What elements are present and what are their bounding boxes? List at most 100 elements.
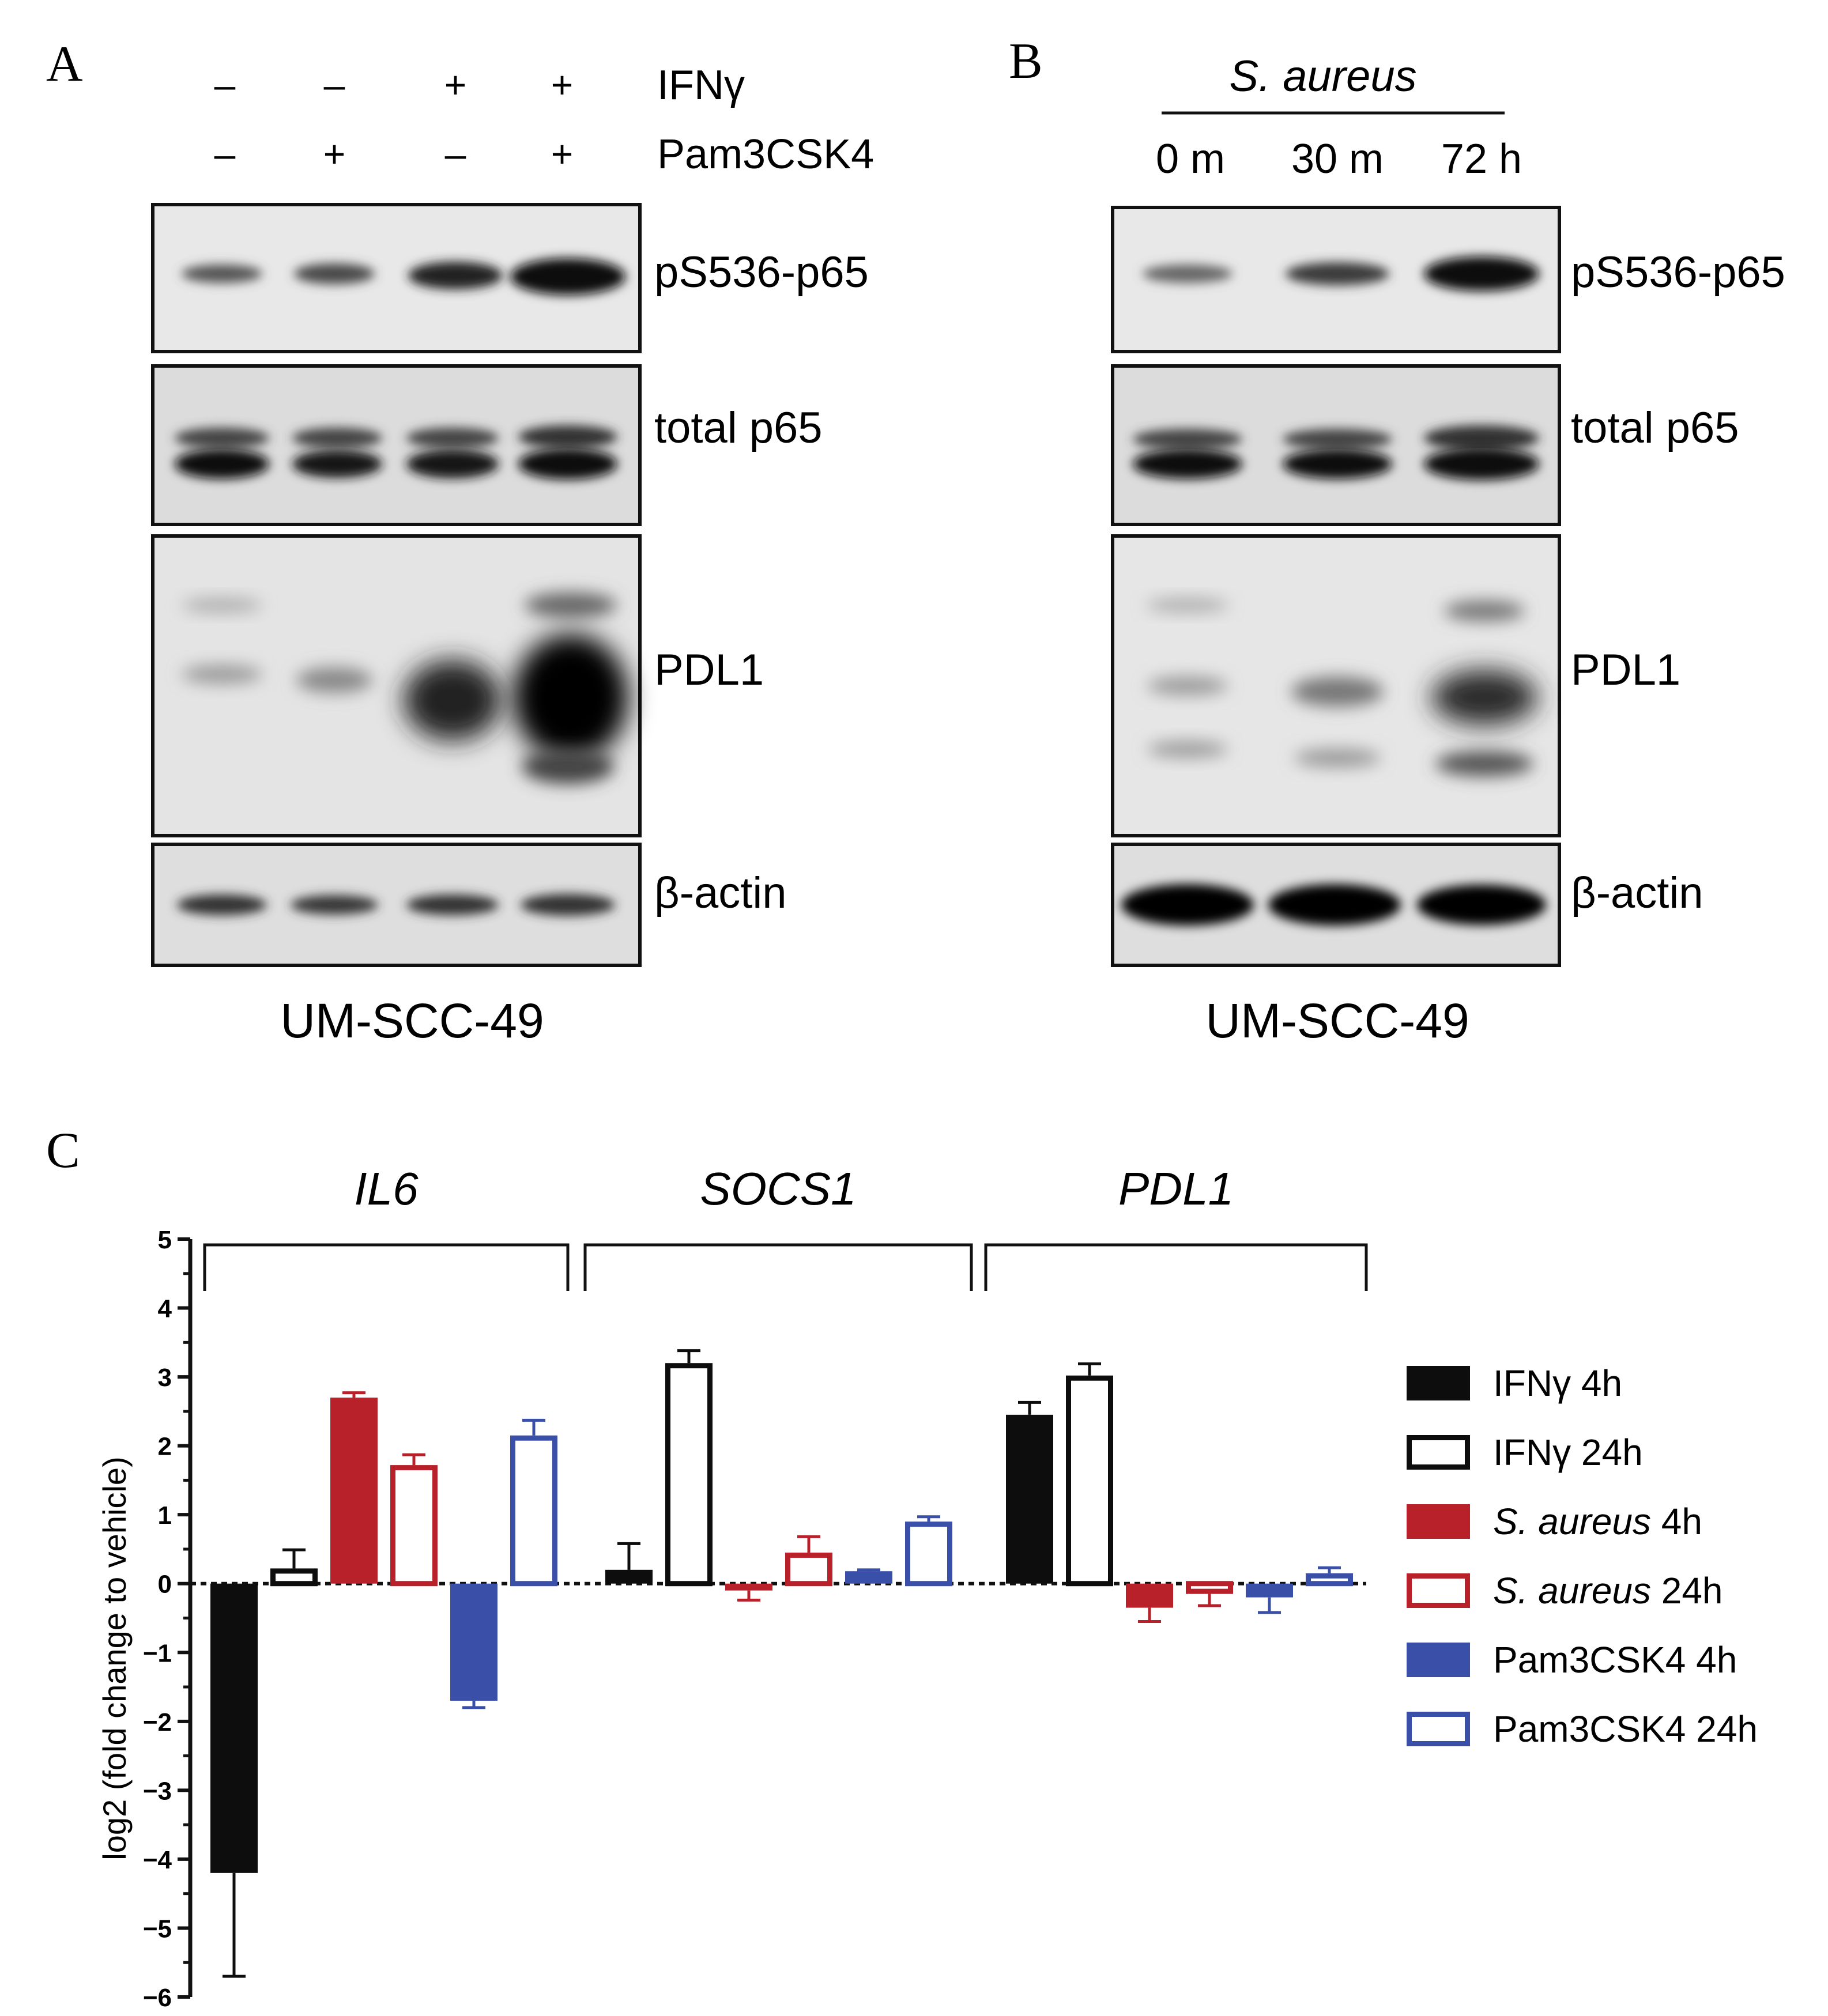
bar: [785, 1552, 832, 1587]
y-tick-label: 2: [158, 1433, 172, 1461]
group-bracket: [984, 1243, 1368, 1291]
legend-label-main: S. aureus: [1493, 1501, 1651, 1542]
bar: [390, 1465, 438, 1587]
blot-b-label-beta-actin: β-actin: [1571, 869, 1703, 918]
timepoint-30m: 30 m: [1291, 136, 1384, 182]
bar-chart: 5 4 3 2 1 0 −1 −2 −3 −4 −5 −6 log2 (fold change to v…: [96, 1163, 1758, 2012]
y-tick-label: −5: [143, 1915, 172, 1943]
legend-swatch: [1407, 1712, 1470, 1746]
blot-b-total-p65: [1111, 364, 1561, 526]
y-tick-label: 3: [158, 1364, 172, 1392]
blot-a-label-total-p65: total p65: [654, 403, 823, 452]
y-tick-label: 5: [158, 1226, 172, 1254]
cell-line-a: UM-SCC-49: [280, 994, 544, 1048]
legend-label: Pam3CSK4 4h: [1493, 1639, 1737, 1681]
bar: [450, 1583, 497, 1701]
panel-a-letter: A: [46, 36, 83, 92]
y-tick-label: 4: [158, 1295, 172, 1323]
sign-pam-lane2: +: [323, 133, 346, 175]
y-tick-label: −2: [143, 1708, 172, 1736]
legend-label-main: Pam3CSK4: [1493, 1708, 1686, 1750]
blot-b-label-ps536: pS536-p65: [1571, 248, 1785, 297]
bar: [725, 1583, 772, 1591]
gene-label: SOCS1: [700, 1163, 856, 1214]
bar: [1246, 1583, 1293, 1598]
sign-pam-lane1: –: [214, 133, 236, 175]
legend-label-main: S. aureus: [1493, 1570, 1651, 1611]
sign-pam-lane4: +: [551, 133, 574, 175]
treatment-label-ifng: IFNγ: [657, 62, 745, 108]
timepoint-72h: 72 h: [1441, 136, 1522, 182]
cell-line-b: UM-SCC-49: [1205, 994, 1469, 1048]
legend-label: S. aureus 24h: [1493, 1570, 1723, 1611]
group-bracket: [583, 1243, 973, 1291]
y-tick-label: 1: [158, 1501, 172, 1530]
legend-label-rest: 4h: [1651, 1501, 1702, 1542]
sign-ifn-lane3: +: [444, 63, 467, 106]
treatment-header: – – + + – + – +: [214, 63, 574, 175]
legend-label-main: IFNγ: [1493, 1432, 1571, 1473]
bar: [845, 1571, 892, 1584]
bar: [1186, 1581, 1233, 1594]
y-tick-label: −3: [143, 1777, 172, 1805]
bar: [905, 1522, 952, 1587]
panel-b-letter: B: [1009, 33, 1043, 89]
legend-label: S. aureus 4h: [1493, 1501, 1702, 1542]
legend-swatch: [1407, 1435, 1470, 1470]
panel-b: B S. aureus 0 m 30 m 72 h pS536-p65 tota…: [1009, 33, 1785, 1048]
legend-label: IFNγ 24h: [1493, 1432, 1643, 1473]
y-tick-label: −1: [143, 1639, 172, 1667]
bar: [605, 1569, 653, 1584]
blot-a-beta-actin: [151, 843, 642, 967]
legend-label-rest: 4h: [1571, 1362, 1622, 1404]
y-tick-label: −6: [143, 1984, 172, 2012]
panel-c-letter: C: [46, 1123, 80, 1179]
sign-ifn-lane1: –: [214, 63, 236, 106]
bar: [1066, 1375, 1113, 1587]
sign-pam-lane3: –: [445, 133, 466, 175]
y-tick-label: −4: [143, 1846, 172, 1874]
legend-label: IFNγ 4h: [1493, 1362, 1622, 1404]
blot-a-label-beta-actin: β-actin: [654, 869, 787, 918]
legend-label-main: IFNγ: [1493, 1362, 1571, 1404]
bar: [665, 1363, 713, 1587]
group-bracket: [203, 1243, 570, 1291]
blot-b-ps536: [1111, 206, 1561, 353]
gene-label: IL6: [354, 1163, 419, 1214]
panel-a: A – – + + – + – + IFNγ Pam3CSK4 pS536-p6…: [46, 36, 874, 1048]
bar: [270, 1568, 318, 1587]
legend-label-rest: 4h: [1686, 1639, 1737, 1681]
legend-label-main: Pam3CSK4: [1493, 1639, 1686, 1681]
legend-label-rest: 24h: [1571, 1432, 1643, 1473]
gene-label: PDL1: [1118, 1163, 1234, 1214]
panel-c: C 5 4 3 2 1 0 −1 −2 −3 −4 −5 −6 log2 (fold change to…: [46, 1123, 1758, 2012]
sign-ifn-lane4: +: [551, 63, 574, 106]
y-axis-label: log2 (fold change to vehicle): [96, 1456, 133, 1860]
blot-b-label-total-p65: total p65: [1571, 403, 1739, 452]
legend-label-rest: 24h: [1651, 1570, 1723, 1611]
bar: [1126, 1583, 1173, 1608]
blot-a-label-ps536: pS536-p65: [654, 248, 869, 297]
legend-label: Pam3CSK4 24h: [1493, 1708, 1758, 1750]
blot-a-label-pdl1: PDL1: [654, 645, 764, 694]
s-aureus-header: S. aureus: [1229, 52, 1416, 101]
bar: [510, 1435, 557, 1587]
bar: [1006, 1414, 1053, 1584]
blot-b-beta-actin: [1111, 843, 1561, 967]
sign-ifn-lane2: –: [324, 63, 345, 106]
bar: [1306, 1573, 1353, 1587]
blot-b-label-pdl1: PDL1: [1571, 645, 1680, 694]
blot-a-pdl1: [151, 534, 642, 837]
y-tick-label: 0: [158, 1570, 172, 1599]
legend-swatch: [1407, 1643, 1470, 1677]
blot-a-ps536: [151, 203, 642, 353]
bar: [210, 1583, 258, 1873]
legend-swatch: [1407, 1573, 1470, 1608]
treatment-label-pam3csk4: Pam3CSK4: [657, 131, 874, 178]
legend-label-rest: 24h: [1686, 1708, 1758, 1750]
bar: [330, 1397, 378, 1584]
legend-swatch: [1407, 1504, 1470, 1539]
blot-b-pdl1: [1111, 534, 1561, 837]
timepoint-0m: 0 m: [1156, 136, 1225, 182]
